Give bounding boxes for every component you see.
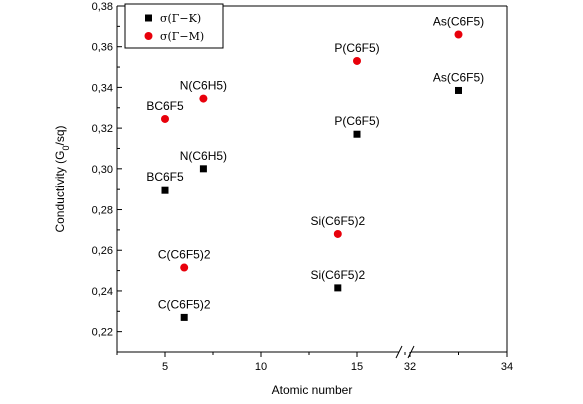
point-circle-marker (180, 263, 189, 272)
y-tick-label: 0,30 (92, 164, 113, 176)
point-circle-marker (353, 56, 361, 65)
x-axis: 5 10 15 32 34 (116, 352, 513, 373)
point-label: P(C6F5) (334, 41, 379, 55)
legend-entry-label: σ(Γ−K) (160, 12, 201, 25)
legend: σ(Γ−K) σ(Γ−M) (124, 3, 224, 49)
point-label: N(C6H5) (180, 149, 227, 163)
point-label: C(C6F5)2 (158, 248, 211, 262)
point-circle-marker (199, 94, 208, 103)
y-axis-title-main: Conductivity (G (53, 151, 67, 233)
point-square-marker (180, 313, 188, 321)
axis-break-mark (395, 345, 403, 359)
point-square-marker (455, 86, 462, 94)
point-square-marker (353, 130, 361, 138)
point-label: As(C6F5) (433, 14, 484, 28)
y-axis-title-tail: /sq) (53, 125, 67, 145)
point-square-marker (199, 165, 207, 173)
y-axis-title-subscript: 0 (61, 145, 71, 150)
point-square-marker (334, 284, 342, 292)
legend-circle-marker (144, 32, 153, 40)
point-label: BC6F5 (146, 99, 184, 113)
y-tick-label: 0,28 (92, 205, 113, 217)
point-label: P(C6F5) (334, 114, 379, 128)
point-label: Si(C6F5)2 (310, 268, 365, 282)
y-tick-label: 0,38 (92, 1, 113, 13)
legend-entry-label: σ(Γ−M) (160, 30, 204, 43)
x-tick-label: 10 (255, 361, 267, 373)
legend-square-marker (145, 14, 152, 22)
y-axis: 0,22 0,24 0,26 0,28 0,30 0,32 0,34 0,36 0,38 (92, 1, 122, 353)
point-label: As(C6F5) (433, 70, 484, 84)
x-tick-label: 34 (501, 361, 513, 373)
y-tick-label: 0,36 (92, 42, 113, 54)
x-tick-label: 32 (404, 361, 416, 373)
point-circle-marker (333, 229, 342, 238)
x-tick-label: 15 (351, 361, 363, 373)
y-tick-label: 0,22 (92, 327, 113, 339)
x-axis-title: Atomic number (272, 383, 353, 397)
legend-box (124, 3, 224, 49)
point-circle-marker (161, 114, 169, 123)
axis-break-mark (407, 345, 415, 359)
point-circle-marker (454, 30, 463, 39)
data-points: BC6F5 C(C6F5)2 N(C6H5) Si(C6F5)2 P(C6F5) As(C… (146, 14, 484, 321)
y-tick-label: 0,26 (92, 245, 113, 257)
point-label: C(C6F5)2 (158, 297, 211, 311)
y-tick-label: 0,24 (92, 286, 113, 298)
x-tick-label: 5 (162, 361, 168, 373)
point-label: Si(C6F5)2 (310, 214, 365, 228)
point-label: N(C6H5) (180, 79, 227, 93)
y-axis-title: Conductivity (G0/sq) (53, 125, 71, 232)
y-tick-label: 0,32 (92, 123, 113, 135)
y-tick-label: 0,34 (92, 82, 113, 94)
point-label: BC6F5 (146, 170, 184, 184)
point-square-marker (161, 186, 169, 194)
